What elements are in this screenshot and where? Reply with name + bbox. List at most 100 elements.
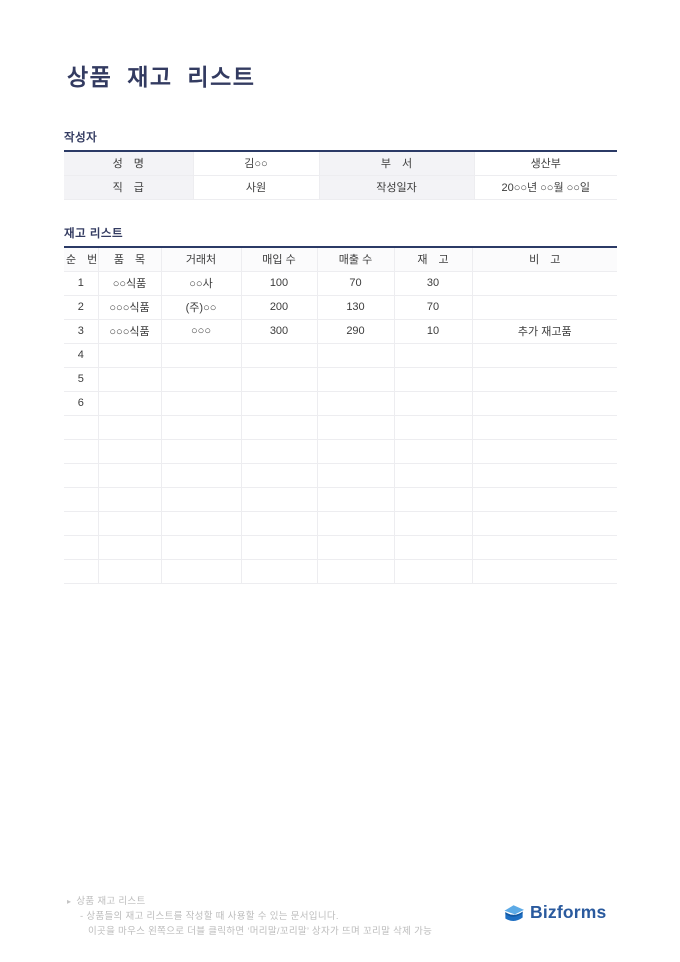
cell-stock[interactable] (393, 510, 473, 536)
cell-purchase[interactable] (240, 414, 318, 440)
cell-item[interactable] (97, 438, 162, 464)
cell-item[interactable] (97, 390, 162, 416)
cell-no[interactable] (64, 510, 99, 536)
cell-no[interactable] (64, 558, 99, 584)
cell-supplier[interactable] (160, 414, 242, 440)
field-value[interactable]: 사원 (192, 174, 320, 200)
cell-remarks[interactable] (471, 486, 617, 512)
cell-purchase[interactable] (240, 366, 318, 392)
cell-sales[interactable]: 290 (316, 318, 395, 344)
cell-purchase[interactable] (240, 486, 318, 512)
cell-sales[interactable] (316, 510, 395, 536)
field-value[interactable]: 20○○년 ○○월 ○○일 (473, 174, 617, 200)
author-table-row: 성 명 김○○ 부 서 생산부 (64, 151, 617, 176)
cell-purchase[interactable] (240, 438, 318, 464)
cell-remarks[interactable] (471, 294, 617, 320)
cell-sales[interactable] (316, 390, 395, 416)
cell-item[interactable] (97, 342, 162, 368)
cell-sales[interactable] (316, 366, 395, 392)
cell-sales[interactable] (316, 462, 395, 488)
cell-no[interactable] (64, 438, 99, 464)
cell-sales[interactable] (316, 558, 395, 584)
cell-sales[interactable] (316, 342, 395, 368)
cell-remarks[interactable]: 추가 재고품 (471, 318, 617, 344)
cell-supplier[interactable] (160, 438, 242, 464)
cell-item[interactable] (97, 462, 162, 488)
cell-purchase[interactable]: 200 (240, 294, 318, 320)
cell-remarks[interactable] (471, 462, 617, 488)
cell-remarks[interactable] (471, 534, 617, 560)
cell-no[interactable]: 3 (64, 318, 99, 344)
field-value[interactable]: 김○○ (192, 151, 320, 176)
cell-purchase[interactable] (240, 342, 318, 368)
cell-stock[interactable] (393, 342, 473, 368)
footer-description: - 상품들의 재고 리스트를 작성할 때 사용할 수 있는 문서입니다. (80, 911, 339, 922)
cell-purchase[interactable]: 100 (240, 271, 318, 296)
cell-sales[interactable] (316, 486, 395, 512)
cell-sales[interactable]: 70 (316, 271, 395, 296)
cell-sales[interactable] (316, 534, 395, 560)
cell-item[interactable] (97, 534, 162, 560)
cell-item[interactable] (97, 558, 162, 584)
cell-supplier[interactable] (160, 510, 242, 536)
cell-sales[interactable]: 130 (316, 294, 395, 320)
field-value[interactable]: 생산부 (473, 151, 617, 176)
page-title: 상품 재고 리스트 (67, 64, 256, 90)
cell-supplier[interactable] (160, 342, 242, 368)
cell-purchase[interactable] (240, 534, 318, 560)
cell-supplier[interactable] (160, 390, 242, 416)
cell-supplier[interactable] (160, 534, 242, 560)
cell-sales[interactable] (316, 438, 395, 464)
cell-supplier[interactable] (160, 486, 242, 512)
cell-purchase[interactable] (240, 510, 318, 536)
cell-stock[interactable] (393, 366, 473, 392)
cell-item[interactable]: ○○○식품 (97, 294, 162, 320)
cell-item[interactable] (97, 510, 162, 536)
cell-supplier[interactable]: ○○○ (160, 318, 242, 344)
cell-no[interactable]: 4 (64, 342, 99, 368)
cell-stock[interactable] (393, 558, 473, 584)
cell-stock[interactable]: 70 (393, 294, 473, 320)
cell-stock[interactable] (393, 534, 473, 560)
cell-sales[interactable] (316, 414, 395, 440)
cell-remarks[interactable] (471, 390, 617, 416)
cell-stock[interactable] (393, 390, 473, 416)
cell-stock[interactable] (393, 414, 473, 440)
cell-remarks[interactable] (471, 414, 617, 440)
cell-supplier[interactable]: (주)○○ (160, 294, 242, 320)
cell-supplier[interactable] (160, 558, 242, 584)
cell-item[interactable] (97, 486, 162, 512)
cell-item[interactable]: ○○○식품 (97, 318, 162, 344)
cell-supplier[interactable]: ○○사 (160, 271, 242, 296)
cell-remarks[interactable] (471, 438, 617, 464)
bizforms-logo[interactable]: Bizforms (503, 902, 606, 923)
cell-no[interactable] (64, 486, 99, 512)
cell-remarks[interactable] (471, 510, 617, 536)
cell-item[interactable] (97, 414, 162, 440)
cell-no[interactable]: 2 (64, 294, 99, 320)
table-row (64, 510, 617, 536)
cell-purchase[interactable]: 300 (240, 318, 318, 344)
cell-no[interactable] (64, 534, 99, 560)
cell-no[interactable]: 5 (64, 366, 99, 392)
cell-stock[interactable] (393, 486, 473, 512)
cell-purchase[interactable] (240, 558, 318, 584)
cell-no[interactable] (64, 462, 99, 488)
cell-item[interactable] (97, 366, 162, 392)
cell-stock[interactable]: 10 (393, 318, 473, 344)
cell-no[interactable]: 1 (64, 271, 99, 296)
cell-remarks[interactable] (471, 558, 617, 584)
cell-supplier[interactable] (160, 462, 242, 488)
cell-remarks[interactable] (471, 271, 617, 296)
cell-stock[interactable]: 30 (393, 271, 473, 296)
cell-stock[interactable] (393, 462, 473, 488)
cell-purchase[interactable] (240, 390, 318, 416)
cell-item[interactable]: ○○식품 (97, 271, 162, 296)
cell-remarks[interactable] (471, 366, 617, 392)
cell-purchase[interactable] (240, 462, 318, 488)
cell-stock[interactable] (393, 438, 473, 464)
cell-no[interactable]: 6 (64, 390, 99, 416)
cell-supplier[interactable] (160, 366, 242, 392)
cell-no[interactable] (64, 414, 99, 440)
cell-remarks[interactable] (471, 342, 617, 368)
